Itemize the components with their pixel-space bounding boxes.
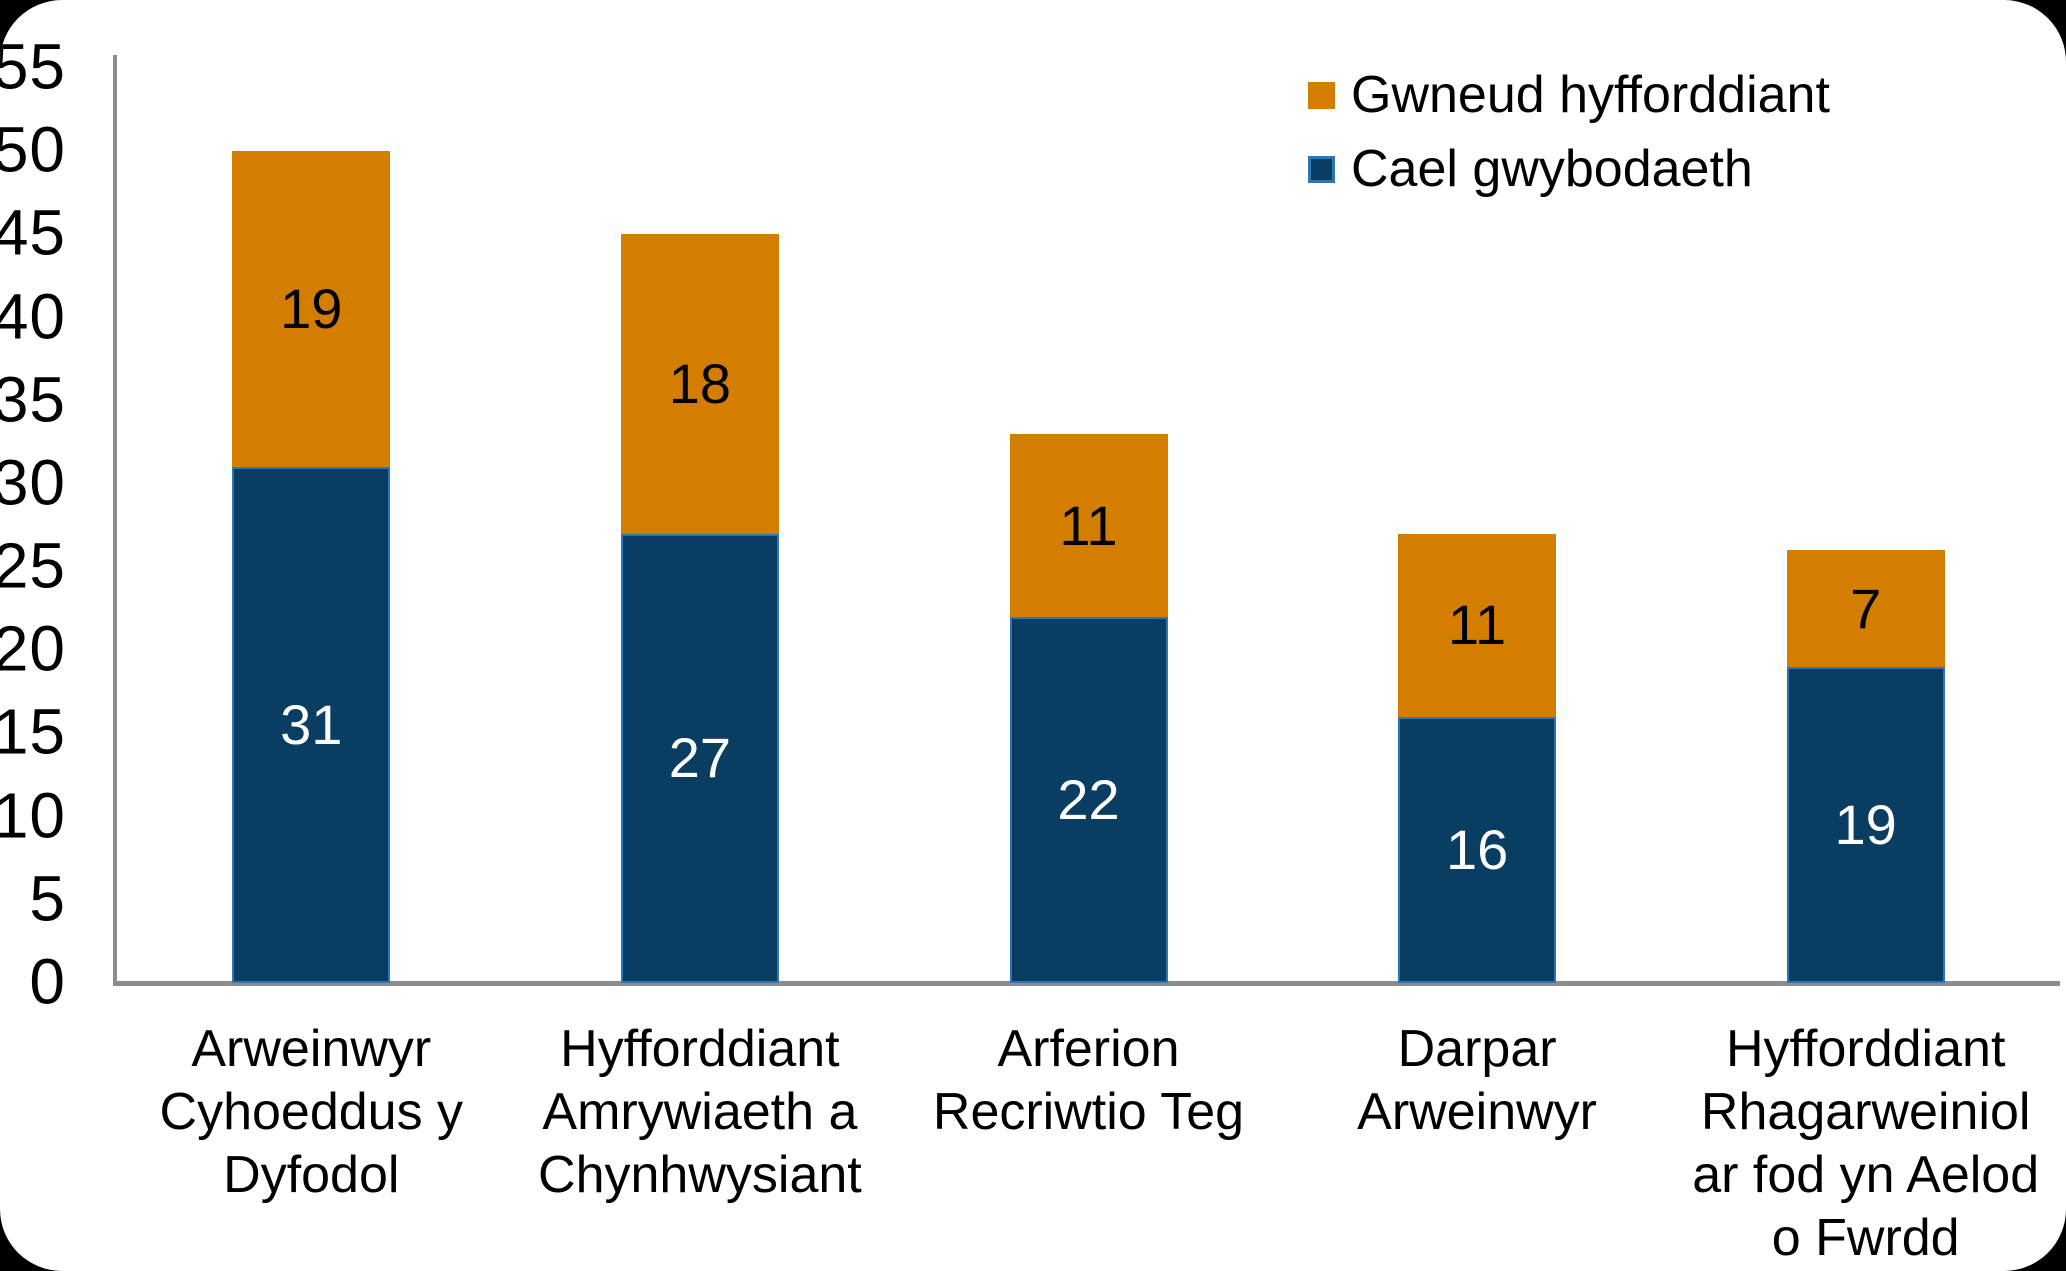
- bar-segment-gwneud-hyfforddiant-cat2: 18: [620, 234, 779, 534]
- x-category-label-3: Arferion Recriwtio Teg: [932, 1020, 1245, 1141]
- x-axis-line: [113, 981, 2060, 986]
- legend-row-gwneud-hyfforddiant: Gwneud hyfforddiant: [1308, 58, 1830, 132]
- y-tick-label-0: 0: [29, 945, 66, 1018]
- bar-segment-gwneud-hyfforddiant-cat5: 7: [1786, 550, 1945, 667]
- bar-segment-gwneud-hyfforddiant-cat4: 11: [1398, 533, 1557, 717]
- x-category-label-1: Arweinwyr Cyhoeddus y Dyfodol: [159, 1020, 464, 1204]
- y-tick-label-5: 5: [29, 862, 66, 935]
- data-label: 19: [280, 277, 343, 341]
- y-tick-label-25: 25: [0, 529, 66, 602]
- data-label: 31: [280, 693, 343, 757]
- y-tick-label-20: 20: [0, 612, 66, 685]
- legend-swatch-icon: [1308, 155, 1335, 183]
- y-tick-label-15: 15: [0, 695, 66, 768]
- x-category-label-5: Hyfforddiant Rhagarweiniol ar fod yn Ael…: [1692, 1020, 2040, 1267]
- bar-segment-cael-gwybodaeth-cat4: 16: [1398, 716, 1557, 983]
- bar-segment-cael-gwybodaeth-cat3: 22: [1009, 617, 1168, 983]
- bar-segment-gwneud-hyfforddiant-cat3: 11: [1009, 434, 1168, 617]
- bar-segment-gwneud-hyfforddiant-cat1: 19: [232, 151, 391, 468]
- y-tick-label-35: 35: [0, 363, 66, 436]
- y-axis-line: [113, 55, 117, 985]
- legend-row-cael-gwybodaeth: Cael gwybodaeth: [1308, 132, 1830, 206]
- bar-segment-cael-gwybodaeth-cat1: 31: [232, 467, 391, 983]
- y-tick-label-50: 50: [0, 113, 66, 186]
- data-label: 19: [1834, 792, 1897, 856]
- y-tick-label-10: 10: [0, 779, 66, 852]
- x-category-label-2: Hyfforddiant Amrywiaeth a Chynhwysiant: [538, 1020, 862, 1204]
- legend-label: Cael gwybodaeth: [1351, 140, 1753, 198]
- y-tick-label-30: 30: [0, 446, 66, 519]
- legend-label: Gwneud hyfforddiant: [1351, 66, 1830, 124]
- legend: Gwneud hyfforddiant Cael gwybodaeth: [1308, 58, 1830, 206]
- legend-swatch-icon: [1308, 81, 1335, 109]
- bar-segment-cael-gwybodaeth-cat5: 19: [1786, 666, 1945, 983]
- data-label: 27: [668, 726, 732, 790]
- data-label: 11: [1448, 593, 1507, 657]
- data-label: 18: [668, 352, 732, 416]
- x-category-label-4: Darpar Arweinwyr: [1357, 1020, 1597, 1141]
- data-label: 7: [1850, 576, 1882, 640]
- data-label: 22: [1057, 768, 1120, 831]
- data-label: 11: [1059, 493, 1118, 557]
- bar-segment-cael-gwybodaeth-cat2: 27: [620, 533, 779, 983]
- y-tick-label-55: 55: [0, 30, 66, 103]
- y-tick-label-40: 40: [0, 280, 66, 353]
- data-label: 16: [1445, 817, 1509, 881]
- y-tick-label-45: 45: [0, 196, 66, 269]
